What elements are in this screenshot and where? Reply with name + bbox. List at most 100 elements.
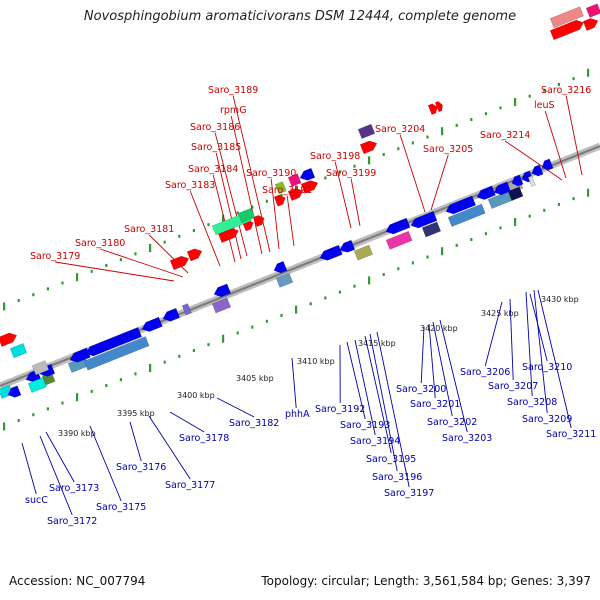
gene-label: Saro_3191 [262,185,312,196]
tick-mark [499,226,502,230]
tick-mark [441,247,444,256]
scale-label: 3430 kbp [541,295,579,304]
gene-shape [493,181,512,196]
gene-box [385,230,413,250]
tick-mark [222,334,225,343]
tick-mark [134,372,137,376]
gene-label: Saro_3176 [116,462,166,473]
gene-label: Saro_3172 [47,516,97,527]
gene-shape [447,203,486,227]
gene-label: Saro_3194 [350,436,400,447]
gene-label: Saro_3190 [246,168,296,179]
gene-label: Saro_3193 [340,420,390,431]
leader-line [529,293,548,362]
tick-mark [587,188,590,197]
reverse-gene-arrow [410,210,438,229]
tick-mark [149,364,152,372]
tick-mark [90,389,93,393]
tick-mark [426,135,429,139]
gene-box [447,203,486,227]
leader-line [89,425,122,502]
tick-mark [3,302,6,311]
gene-label: Saro_3206 [460,367,510,378]
tick-mark [514,98,517,106]
tick-mark [192,228,195,232]
leader-line [439,319,468,433]
reverse-gene-arrow [339,239,356,253]
leader-line [525,291,533,397]
gene-shape [527,175,536,187]
leader-line [484,301,503,367]
tick-mark [324,296,327,300]
leader-line [364,335,392,454]
gene-label: Saro_3204 [375,124,425,135]
gene-shape [507,186,524,201]
leader-line [334,161,352,229]
tick-mark [207,223,210,227]
reverse-gene-arrow [273,260,288,274]
gene-label: Saro_3184 [188,164,238,175]
forward-gene-arrow [273,194,286,207]
tick-mark [543,208,546,212]
gene-shape [0,332,18,347]
forward-gene-arrow [287,188,304,201]
reverse-gene-arrow [541,158,554,171]
gene-box [357,123,376,139]
tick-mark [557,82,560,86]
gene-label: Saro_3182 [229,418,279,429]
tick-mark [280,313,283,317]
gene-shape [359,140,378,155]
tick-mark [251,325,254,329]
gene-label: Saro_3173 [49,483,99,494]
forward-gene-arrow [434,101,443,113]
leader-line [230,115,263,255]
gene-shape [385,217,411,235]
leader-line [420,326,425,384]
gene-shape [353,244,374,261]
gene-shape [410,210,438,229]
leader-line [232,95,271,253]
tick-marks [3,68,590,431]
tick-mark [32,293,35,297]
forward-gene-arrow [549,19,584,41]
forward-gene-arrow [0,332,18,347]
gene-shape [186,248,203,262]
tick-mark [470,238,473,242]
gene-shape [27,377,48,393]
gene-box [181,303,192,316]
accession-text: Accession: NC_007794 [9,574,146,588]
leader-line [544,110,567,179]
leader-line [291,357,297,409]
tick-mark [46,287,49,291]
tick-mark [251,205,254,209]
tick-mark [353,284,356,288]
gene-shape [357,123,376,139]
gene-label: Saro_3216 [541,85,591,96]
gene-box [27,377,48,393]
gene-shape [141,316,163,332]
tick-mark [528,94,531,98]
gene-label: Saro_3214 [480,130,530,141]
gene-shape [85,327,143,357]
tick-mark [17,299,20,303]
leader-line [148,415,191,480]
tick-mark [455,243,458,247]
genome-summary-text: Topology: circular; Length: 3,561,584 bp… [261,574,591,588]
gene-shape [69,347,91,363]
map-title: Novosphingobium aromaticivorans DSM 1244… [83,9,517,24]
tick-mark [207,343,210,347]
gene-shape [31,360,50,376]
gene-shape [273,260,288,274]
gene-shape [531,164,544,177]
gene-box [507,186,524,201]
forward-gene-arrow [169,255,190,271]
gene-label: Saro_3192 [315,404,365,415]
scale-labels: 3390 kbp 3395 kbp 3400 kbp 3405 kbp 3410 kbp… [58,295,579,438]
gene-label: Saro_3199 [326,168,376,179]
gene-shape [511,174,524,187]
reverse-gene-arrow [531,164,544,177]
forward-gene-arrow [186,248,203,262]
tick-mark [368,156,371,165]
gene-label: phhA [285,409,310,420]
